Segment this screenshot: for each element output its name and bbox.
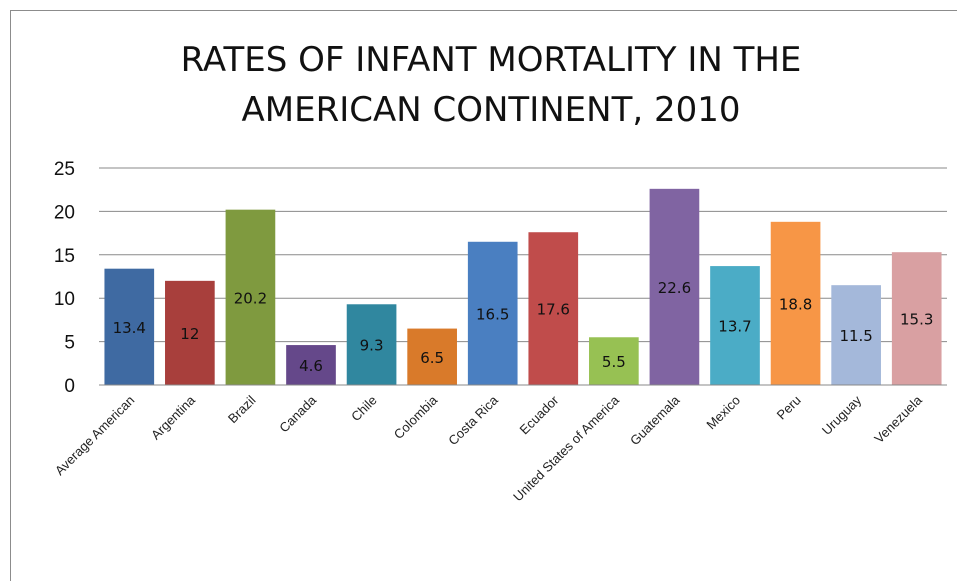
y-tick-label: 10 <box>54 289 75 310</box>
x-category-label: Uruguay <box>819 392 865 438</box>
data-label: 13.4 <box>113 319 146 337</box>
data-label: 9.3 <box>360 337 384 355</box>
x-category-label: Guatemala <box>627 392 683 448</box>
bar-chart: RATES OF INFANT MORTALITY IN THE AMERICA… <box>52 40 947 504</box>
x-category-label: United States of America <box>510 392 622 504</box>
bar <box>286 345 336 385</box>
bar <box>346 304 397 385</box>
bar <box>407 328 457 385</box>
data-label: 17.6 <box>537 301 570 319</box>
y-tick-label: 20 <box>54 202 75 223</box>
data-label: 6.5 <box>420 349 444 367</box>
chart-frame: RATES OF INFANT MORTALITY IN THE AMERICA… <box>10 10 957 581</box>
x-category-label: Chile <box>348 393 380 425</box>
x-category-label: Mexico <box>703 393 743 433</box>
x-category-label: Colombia <box>391 392 441 442</box>
x-category-label: Brazil <box>225 392 259 426</box>
x-category-label: Peru <box>774 393 804 423</box>
x-category-label: Average American <box>52 393 138 479</box>
data-label: 18.8 <box>779 295 812 313</box>
bar <box>649 188 700 385</box>
x-category-label: Costa Rica <box>445 392 501 448</box>
bars <box>104 188 942 385</box>
data-label: 15.3 <box>900 311 933 329</box>
y-tick-label: 25 <box>54 159 75 180</box>
bar <box>104 268 155 385</box>
data-label: 13.7 <box>718 318 751 336</box>
data-label: 12 <box>180 325 199 343</box>
data-label: 4.6 <box>299 357 323 375</box>
data-labels: 13.4 12 20.2 4.6 9.3 6.5 16.5 17.6 5.5 22.6 13.7 18… <box>113 279 934 375</box>
bar <box>710 266 760 385</box>
x-category-label: Venezuela <box>871 392 925 446</box>
bar <box>467 241 518 385</box>
data-label: 16.5 <box>476 305 509 323</box>
data-label: 20.2 <box>234 289 267 307</box>
chart-title-line-1: RATES OF INFANT MORTALITY IN THE <box>181 40 802 80</box>
bar <box>770 221 821 385</box>
x-category-label: Argentina <box>148 392 199 443</box>
bar <box>225 209 276 385</box>
data-label: 22.6 <box>658 279 691 297</box>
bar <box>589 337 639 385</box>
bar <box>831 285 881 385</box>
data-label: 5.5 <box>602 353 626 371</box>
bar <box>891 252 942 385</box>
y-axis-tick-labels: 0 5 10 15 20 25 <box>54 159 75 397</box>
y-tick-label: 5 <box>64 333 75 354</box>
bar <box>165 280 215 385</box>
x-category-label: Canada <box>276 392 319 435</box>
y-tick-label: 15 <box>54 246 75 267</box>
chart-title-line-2: AMERICAN CONTINENT, 2010 <box>242 90 741 130</box>
data-label: 11.5 <box>839 327 872 345</box>
x-axis-category-labels: Average American Argentina Brazil Canada Chi… <box>52 392 926 504</box>
bar <box>528 232 579 385</box>
y-tick-label: 0 <box>64 376 75 397</box>
x-category-label: Ecuador <box>517 392 562 437</box>
